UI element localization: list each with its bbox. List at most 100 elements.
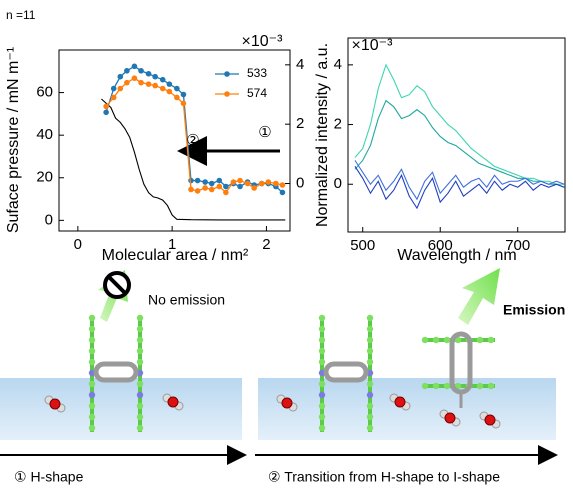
panel-note: n =11 bbox=[6, 8, 36, 22]
atom bbox=[443, 336, 451, 344]
y-tick-label: 0 bbox=[334, 175, 342, 192]
legend-label: 574 bbox=[247, 86, 267, 100]
point bbox=[180, 91, 187, 98]
point bbox=[216, 183, 223, 190]
point bbox=[103, 109, 109, 116]
atom bbox=[88, 391, 96, 399]
point bbox=[117, 73, 124, 80]
atom bbox=[88, 424, 96, 432]
point bbox=[237, 183, 243, 190]
point bbox=[273, 180, 279, 187]
o-atom bbox=[281, 397, 293, 409]
y2-tick-label: 2 bbox=[296, 115, 304, 132]
point bbox=[265, 179, 272, 185]
atom bbox=[88, 325, 96, 333]
point bbox=[145, 70, 152, 77]
x-axis-label: Molecular area / nm² bbox=[102, 247, 249, 264]
atom bbox=[366, 314, 374, 322]
point bbox=[194, 188, 201, 194]
offset-label: ×10⁻³ bbox=[242, 33, 284, 50]
atom bbox=[476, 336, 484, 344]
x-tick-label: 1 bbox=[168, 236, 176, 253]
point bbox=[244, 180, 251, 187]
atom bbox=[136, 402, 144, 410]
point bbox=[159, 85, 166, 92]
linker bbox=[93, 361, 139, 383]
point bbox=[152, 82, 158, 89]
point bbox=[223, 183, 229, 190]
y2-tick-label: 4 bbox=[296, 56, 304, 73]
y-axis-label: Suface pressure / mN m⁻¹ bbox=[5, 47, 22, 233]
point bbox=[230, 179, 237, 185]
atom bbox=[136, 314, 144, 322]
atom bbox=[318, 358, 326, 366]
atom bbox=[136, 325, 144, 333]
atom bbox=[136, 358, 144, 366]
point bbox=[174, 94, 180, 101]
atom bbox=[318, 424, 326, 432]
point bbox=[103, 103, 109, 110]
atom bbox=[432, 336, 440, 344]
atom bbox=[366, 325, 374, 333]
y-axis-label: Normalized intensity / a.u. bbox=[314, 43, 331, 227]
point bbox=[208, 180, 215, 187]
point bbox=[237, 177, 243, 184]
point bbox=[110, 85, 117, 92]
atom bbox=[432, 382, 440, 390]
atom bbox=[318, 336, 326, 344]
y-tick-label: 2 bbox=[334, 116, 342, 133]
x-tick-label: 600 bbox=[428, 237, 453, 254]
point bbox=[110, 94, 117, 101]
series-line bbox=[101, 98, 286, 221]
atom bbox=[318, 325, 326, 333]
series-line bbox=[354, 99, 565, 188]
y2-tick-label: 0 bbox=[296, 174, 304, 191]
legend-marker bbox=[224, 91, 230, 97]
atom bbox=[318, 413, 326, 421]
point bbox=[216, 177, 223, 184]
point bbox=[251, 185, 257, 191]
atom bbox=[88, 402, 96, 410]
atom bbox=[487, 336, 495, 344]
plot-frame bbox=[347, 37, 566, 233]
atom bbox=[88, 336, 96, 344]
atom bbox=[88, 347, 96, 355]
atom bbox=[136, 380, 144, 388]
point bbox=[138, 67, 144, 74]
legend-marker bbox=[224, 71, 230, 77]
atom bbox=[487, 382, 495, 390]
atom bbox=[443, 382, 451, 390]
atom bbox=[318, 347, 326, 355]
y-tick-label: 0 bbox=[45, 211, 53, 228]
point bbox=[174, 85, 180, 92]
point bbox=[159, 76, 166, 83]
point bbox=[124, 67, 130, 74]
plot-frame bbox=[58, 49, 291, 232]
o-atom bbox=[49, 398, 61, 410]
offset-label: ×10⁻³ bbox=[352, 37, 394, 54]
y-tick-label: 40 bbox=[36, 126, 53, 143]
y-tick-label: 4 bbox=[334, 56, 342, 73]
y-tick-label: 60 bbox=[36, 84, 53, 101]
water-1 bbox=[0, 378, 242, 440]
atom bbox=[88, 358, 96, 366]
x-tick-label: 0 bbox=[74, 236, 82, 253]
point bbox=[188, 186, 194, 193]
x-axis-label: Wavelength / nm bbox=[397, 247, 516, 264]
atom bbox=[136, 336, 144, 344]
series-line bbox=[354, 160, 565, 201]
atom bbox=[88, 380, 96, 388]
linker bbox=[323, 361, 369, 383]
atom bbox=[366, 358, 374, 366]
atom bbox=[366, 347, 374, 355]
x-tick-label: 2 bbox=[262, 236, 270, 253]
point bbox=[138, 79, 144, 86]
o-atom bbox=[484, 414, 496, 426]
atom bbox=[136, 413, 144, 421]
atom bbox=[318, 402, 326, 410]
x-tick-label: 500 bbox=[350, 237, 375, 254]
atom bbox=[421, 336, 429, 344]
point bbox=[223, 189, 229, 196]
atom bbox=[366, 380, 374, 388]
